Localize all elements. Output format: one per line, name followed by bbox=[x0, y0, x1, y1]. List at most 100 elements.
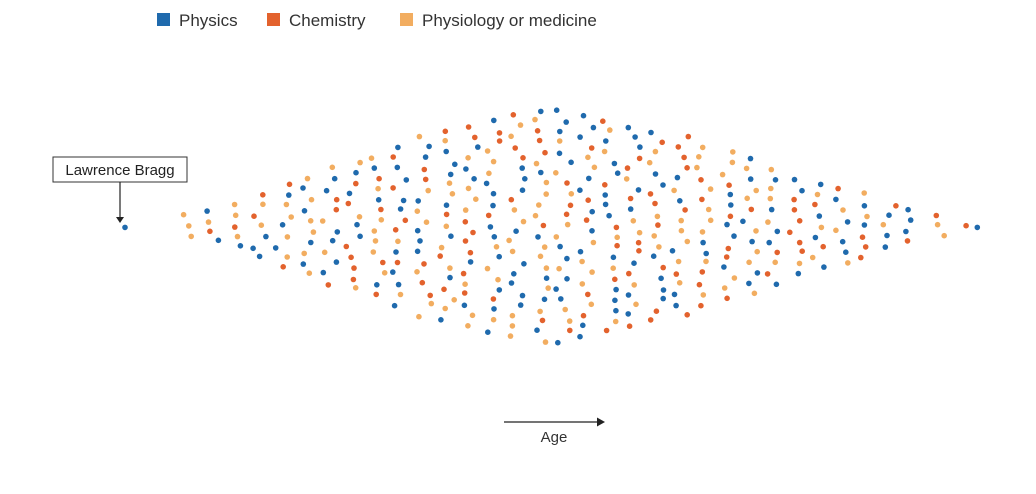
dot-physiology-or-medicine bbox=[329, 164, 336, 171]
dot-chemistry bbox=[510, 112, 517, 118]
dot-physics bbox=[519, 165, 525, 171]
dot-physics bbox=[577, 134, 583, 140]
dot-physiology-or-medicine bbox=[520, 218, 527, 225]
dot-physics bbox=[589, 228, 595, 234]
dot-chemistry bbox=[490, 296, 497, 302]
dot-physics bbox=[395, 144, 401, 151]
dot-physics bbox=[766, 239, 772, 246]
dot-physics bbox=[746, 280, 752, 287]
dot-chemistry bbox=[465, 124, 472, 130]
dot-physiology-or-medicine bbox=[721, 285, 728, 291]
dot-physics bbox=[557, 128, 563, 135]
dot-physiology-or-medicine bbox=[416, 313, 422, 320]
dot-chemistry bbox=[536, 137, 543, 144]
dot-physiology-or-medicine bbox=[509, 248, 516, 255]
dot-chemistry bbox=[567, 202, 574, 209]
dot-physics bbox=[426, 143, 432, 150]
dot-chemistry bbox=[653, 308, 660, 315]
dot-physiology-or-medicine bbox=[533, 160, 540, 167]
dot-physics bbox=[650, 253, 657, 259]
dot-chemistry bbox=[748, 206, 755, 213]
dot-chemistry bbox=[862, 244, 869, 250]
dot-physics bbox=[632, 134, 638, 140]
dot-physics bbox=[564, 255, 570, 262]
dot-physiology-or-medicine bbox=[809, 254, 816, 261]
dot-physiology-or-medicine bbox=[676, 280, 683, 286]
dot-physiology-or-medicine bbox=[579, 258, 585, 265]
dot-physics bbox=[443, 148, 450, 155]
dot-physiology-or-medicine bbox=[357, 159, 363, 166]
dot-physics bbox=[556, 150, 563, 157]
dot-chemistry bbox=[373, 291, 380, 298]
dot-chemistry bbox=[727, 213, 734, 220]
dot-physiology-or-medicine bbox=[378, 217, 385, 223]
dot-physics bbox=[487, 224, 494, 230]
dot-physics bbox=[589, 208, 595, 215]
dot-physiology-or-medicine bbox=[371, 228, 378, 234]
dot-physiology-or-medicine bbox=[614, 234, 620, 241]
dot-physics bbox=[286, 192, 292, 198]
dot-physics bbox=[652, 171, 659, 177]
dot-physiology-or-medicine bbox=[675, 258, 682, 265]
dot-physiology-or-medicine bbox=[543, 179, 550, 186]
dot-physics bbox=[517, 302, 524, 308]
dot-physiology-or-medicine bbox=[321, 249, 328, 256]
dot-physiology-or-medicine bbox=[231, 201, 238, 208]
dot-physiology-or-medicine bbox=[465, 185, 472, 192]
dot-chemistry bbox=[612, 276, 618, 283]
dot-physics bbox=[839, 238, 846, 245]
dot-physics bbox=[491, 234, 498, 240]
legend-label-chemistry: Chemistry bbox=[289, 11, 366, 30]
dot-physiology-or-medicine bbox=[283, 201, 290, 208]
dot-physiology-or-medicine bbox=[746, 259, 752, 266]
dot-chemistry bbox=[534, 128, 541, 134]
dot-physics bbox=[614, 170, 621, 176]
dot-physiology-or-medicine bbox=[423, 219, 430, 225]
dot-chemistry bbox=[636, 155, 643, 162]
dot-chemistry bbox=[422, 176, 429, 183]
dot-physics bbox=[974, 224, 981, 231]
dot-physiology-or-medicine bbox=[731, 275, 738, 281]
dot-chemistry bbox=[652, 200, 658, 207]
dot-physics bbox=[613, 286, 619, 293]
dot-physics bbox=[817, 181, 824, 188]
dot-chemistry bbox=[787, 229, 793, 236]
dot-physiology-or-medicine bbox=[630, 218, 637, 224]
legend-label-physics: Physics bbox=[179, 11, 238, 30]
annotation-box bbox=[52, 156, 188, 183]
dot-physics bbox=[557, 243, 563, 250]
dot-physics bbox=[357, 233, 363, 240]
dot-chemistry bbox=[351, 265, 357, 271]
dot-physics bbox=[491, 306, 497, 312]
dot-physics bbox=[301, 208, 308, 214]
dot-physiology-or-medicine bbox=[370, 249, 377, 255]
x-axis: Age bbox=[504, 417, 605, 446]
dot-physics bbox=[795, 270, 802, 277]
dot-physiology-or-medicine bbox=[864, 213, 870, 220]
legend-item-chemistry: Chemistry bbox=[267, 11, 366, 30]
dot-physiology-or-medicine bbox=[556, 138, 563, 144]
dot-physiology-or-medicine bbox=[484, 265, 491, 272]
dot-physics bbox=[674, 174, 681, 181]
dot-physics bbox=[731, 233, 737, 239]
dot-physics bbox=[625, 311, 631, 317]
dot-physiology-or-medicine bbox=[428, 300, 435, 307]
dot-physiology-or-medicine bbox=[699, 144, 706, 151]
dot-physics bbox=[395, 281, 402, 288]
dot-physics bbox=[727, 191, 734, 198]
dot-physics bbox=[353, 169, 359, 176]
dot-chemistry bbox=[542, 149, 548, 156]
dot-chemistry bbox=[333, 196, 340, 203]
dot-chemistry bbox=[392, 227, 399, 233]
dot-physiology-or-medicine bbox=[288, 214, 295, 220]
dot-chemistry bbox=[673, 271, 680, 277]
dot-chemistry bbox=[675, 144, 682, 150]
dot-physics bbox=[558, 296, 564, 302]
dot-physics bbox=[660, 287, 667, 293]
dot-chemistry bbox=[260, 192, 266, 198]
dot-physics bbox=[603, 138, 609, 144]
dot-chemistry bbox=[685, 133, 692, 140]
dot-chemistry bbox=[635, 239, 642, 246]
dot-physics bbox=[538, 169, 544, 176]
dot-physiology-or-medicine bbox=[319, 218, 326, 224]
